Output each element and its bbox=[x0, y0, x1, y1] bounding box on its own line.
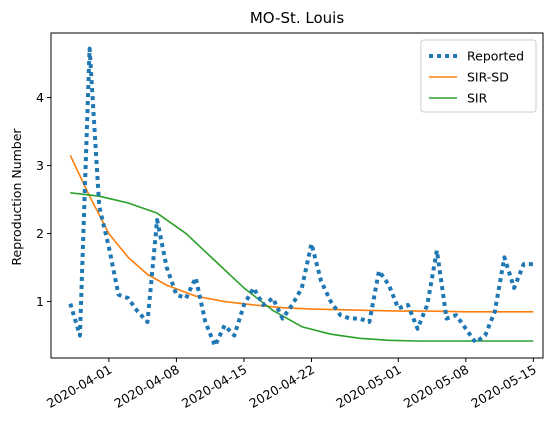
x-tick-label: 2020-04-01 bbox=[44, 362, 114, 411]
series-line-sir bbox=[70, 191, 534, 342]
y-tick-label: 2 bbox=[36, 226, 44, 241]
x-axis: 2020-04-012020-04-082020-04-152020-04-22… bbox=[44, 358, 539, 411]
legend-box bbox=[420, 39, 537, 113]
y-axis-label: Reproduction Number bbox=[9, 128, 24, 266]
y-axis: 1 2 3 4 bbox=[36, 90, 51, 309]
legend: Reported SIR-SD SIR bbox=[420, 39, 537, 113]
legend-label: SIR-SD bbox=[467, 70, 509, 85]
legend-label: SIR bbox=[467, 91, 488, 106]
series-layer bbox=[68, 46, 534, 348]
series-line-reported bbox=[68, 46, 534, 348]
x-tick-label: 2020-05-01 bbox=[333, 362, 403, 411]
chart-title: MO-St. Louis bbox=[250, 9, 344, 27]
x-tick-label: 2020-04-22 bbox=[247, 362, 317, 411]
x-tick-label: 2020-05-15 bbox=[468, 362, 538, 411]
y-tick-label: 1 bbox=[36, 294, 44, 309]
x-tick-label: 2020-04-08 bbox=[111, 362, 181, 411]
x-tick-label: 2020-05-08 bbox=[401, 362, 471, 411]
y-tick-label: 4 bbox=[36, 90, 44, 105]
series-line-sir-sd bbox=[69, 155, 534, 313]
x-tick-label: 2020-04-15 bbox=[179, 362, 249, 411]
y-tick-label: 3 bbox=[36, 158, 44, 173]
legend-label: Reported bbox=[467, 49, 524, 64]
plot-frame bbox=[50, 32, 544, 359]
